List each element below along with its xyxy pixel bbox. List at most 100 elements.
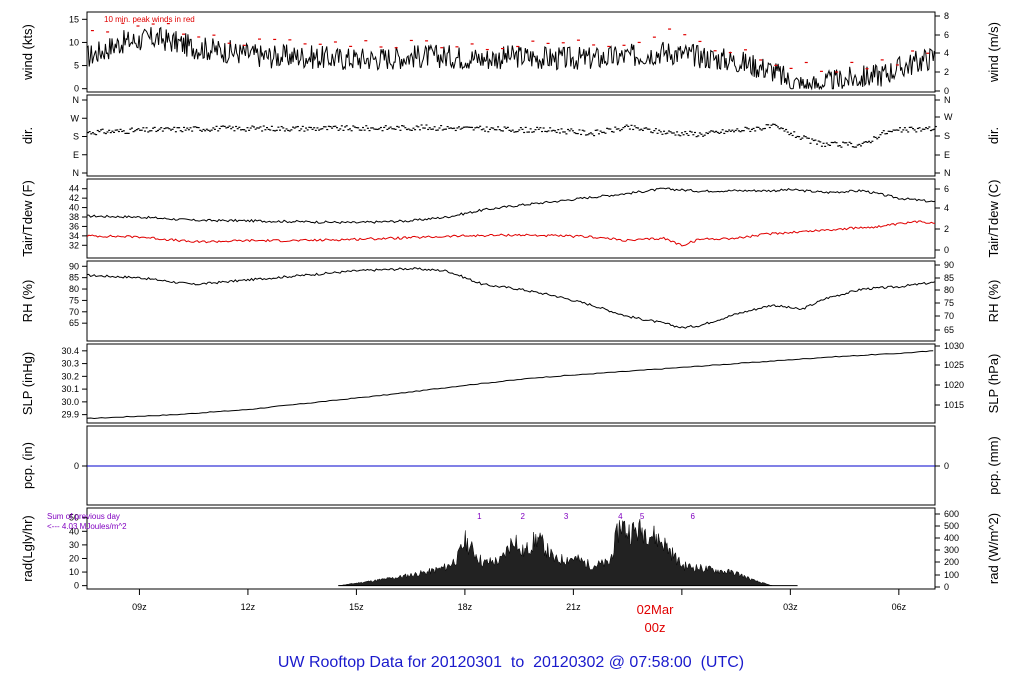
panel-dir-series-dir-point — [166, 127, 169, 129]
panel-slp-left-tick-label: 30.3 — [61, 359, 79, 369]
panel-dir-series-dir-point — [313, 127, 316, 129]
panel-dir-series-dir-point — [487, 131, 490, 133]
panel-dir-series-dir-point — [469, 126, 472, 128]
panel-dir-series-dir-point — [293, 127, 296, 129]
panel-dir-left-tick-label: S — [73, 132, 79, 142]
panel-dir-series-dir-point — [243, 129, 246, 131]
panel-dir-series-dir-point — [95, 134, 98, 136]
panel-dir-series-dir-point — [462, 126, 465, 128]
panel-dir-series-dir-point — [778, 128, 781, 130]
panel-rad-left-label: rad(Lgly/hr) — [20, 515, 35, 581]
panel-rh-frame — [86, 260, 936, 342]
panel-dir-series-dir-point — [536, 126, 539, 128]
panel-dir-series-dir-point — [392, 128, 395, 130]
panel-dir-series-dir-point — [248, 129, 251, 131]
panel-dir-series-dir-point — [402, 125, 405, 127]
panel-dir-series-dir-point — [871, 140, 874, 142]
panel-dir-series-dir-point — [731, 129, 734, 131]
panel-dir-series-dir-point — [415, 125, 418, 127]
panel-dir-series-dir-point — [490, 127, 493, 129]
panel-dir-series-dir-point — [895, 129, 898, 131]
panel-dir-series-dir-point — [235, 125, 238, 128]
panel-dir-right-tick-label: S — [944, 131, 950, 141]
panel-dir-series-dir-point — [565, 133, 568, 135]
panel-rad-series-rad-area — [337, 519, 773, 586]
panel-dir-series-dir-point — [171, 128, 174, 130]
panel-dir-series-dir-point — [772, 123, 775, 125]
panel-dir-series-dir-point — [547, 130, 550, 132]
panel-dir-series-dir-point — [160, 127, 163, 129]
panel-dir-series-dir-point — [584, 134, 587, 136]
panel-dir-series-dir-point — [864, 141, 867, 143]
panel-wind-left-tick-label: 15 — [69, 14, 79, 24]
panel-dir-series-dir-point — [161, 130, 164, 132]
panel-dir-series-dir-point — [706, 132, 709, 135]
panel-dir-series-dir-point — [407, 128, 410, 130]
panel-rh-right-tick-label: 75 — [944, 298, 954, 308]
panel-dir-series-dir-point — [628, 128, 631, 130]
panel-dir-series-dir-point — [438, 127, 441, 129]
panel-dir-series-dir-point — [189, 127, 192, 129]
panel-dir-series-dir-point — [518, 129, 521, 131]
panel-dir-series-dir-point — [233, 130, 236, 132]
panel-dir-series-dir-point — [519, 127, 522, 129]
panel-dir-series-dir-point — [174, 131, 177, 133]
panel-dir-series-dir-point — [773, 123, 776, 126]
panel-dir-series-dir-point — [158, 128, 161, 130]
panel-dir-series-dir-point — [277, 126, 280, 128]
panel-rad-marker: 5 — [640, 512, 645, 521]
panel-dir-series-dir-point — [537, 128, 540, 130]
panel-dir-series-dir-point — [251, 125, 254, 127]
panel-dir-series-dir-point — [624, 125, 627, 128]
panel-dir-series-dir-point — [516, 130, 519, 133]
panel-dir-series-dir-point — [493, 129, 496, 131]
panel-rad-left-tick-label: 50 — [69, 513, 79, 523]
panel-dir-series-dir-point — [913, 129, 916, 131]
panel-dir-series-dir-point — [534, 129, 537, 131]
panel-rad-note-line: Sum of previous day — [47, 512, 120, 521]
panel-dir-series-dir-point — [846, 144, 849, 146]
panel-wind-left-label: wind (kts) — [20, 24, 35, 81]
panel-dir-series-dir-point — [202, 128, 205, 131]
panel-dir-series-dir-point — [601, 131, 604, 134]
panel-dir-series-dir-point — [589, 132, 592, 134]
panel-rad-left-tick-label: 40 — [69, 526, 79, 536]
panel-dir-series-dir-point — [280, 125, 283, 128]
panel-temp-left-tick-label: 36 — [69, 221, 79, 231]
panel-dir-series-dir-point — [283, 130, 286, 132]
panel-rad-right-tick-label: 200 — [944, 557, 959, 567]
panel-dir-series-dir-point — [147, 131, 150, 133]
panel-dir-series-dir-point — [279, 129, 282, 131]
panel-dir-series-dir-point — [817, 140, 820, 142]
panel-dir-series-dir-point — [645, 127, 648, 129]
panel-dir-series-dir-point — [383, 126, 386, 129]
panel-dir-series-dir-point — [842, 141, 845, 143]
panel-dir-series-dir-point — [573, 132, 576, 134]
panel-dir-series-dir-point — [339, 128, 342, 130]
panel-dir-series-dir-point — [807, 137, 810, 139]
panel-dir-series-dir-point — [183, 126, 186, 129]
panel-dir-series-dir-point — [749, 130, 752, 133]
panel-wind-right-tick-label: 8 — [944, 11, 949, 21]
panel-dir-series-dir-point — [925, 127, 928, 129]
panel-dir-series-dir-point — [733, 131, 736, 133]
panel-dir-series-dir-point — [366, 127, 369, 129]
panel-slp-left-label: SLP (inHg) — [20, 352, 35, 415]
panel-dir-series-dir-point — [633, 125, 636, 127]
panel-dir-series-dir-point — [799, 138, 802, 140]
panel-dir-series-dir-point — [306, 129, 309, 131]
panel-dir-series-dir-point — [612, 131, 615, 133]
panel-dir-series-dir-point — [249, 127, 252, 129]
panel-dir-series-dir-point — [637, 127, 640, 129]
panel-dir-left-label: dir. — [20, 127, 35, 144]
panel-dir-series-dir-point — [750, 128, 753, 131]
panel-dir-series-dir-point — [153, 126, 156, 129]
panel-dir-series-dir-point — [285, 128, 288, 130]
panel-dir-series-dir-point — [461, 127, 464, 129]
panel-dir-series-dir-point — [495, 129, 498, 131]
panel-dir-series-dir-point — [352, 125, 355, 127]
panel-dir-series-dir-point — [163, 127, 166, 130]
panel-dir-left-tick-label: N — [73, 168, 80, 178]
panel-dir-series-dir-point — [334, 125, 337, 127]
panel-dir-series-dir-point — [886, 132, 889, 135]
